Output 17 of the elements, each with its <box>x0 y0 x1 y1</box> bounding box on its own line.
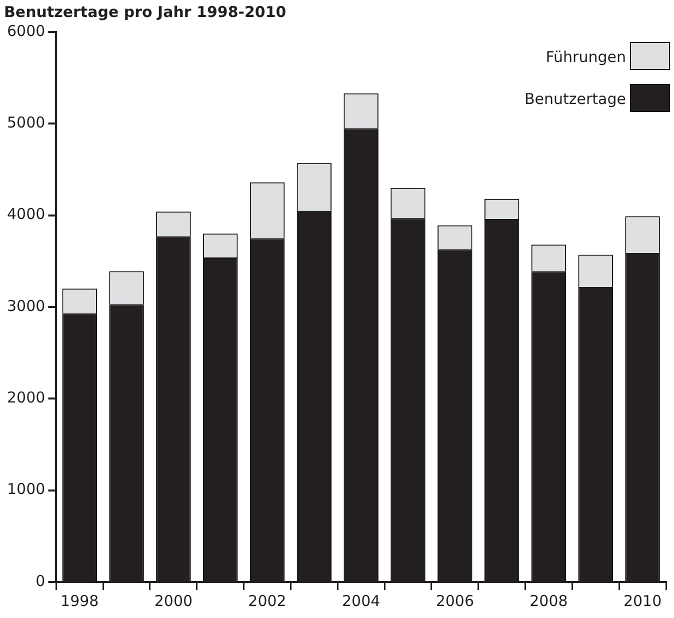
y-tick-label: 1000 <box>6 480 46 498</box>
x-tick-label: 2002 <box>248 592 286 610</box>
x-tick-label: 2010 <box>623 592 662 610</box>
x-tick-label: 2006 <box>436 592 474 610</box>
y-tick-label: 0 <box>36 572 46 590</box>
x-tick-label: 1998 <box>60 592 99 610</box>
chart-title: Benutzertage pro Jahr 1998-2010 <box>4 2 286 21</box>
legend-label: Benutzertage <box>524 90 626 108</box>
x-tick-label: 2008 <box>530 592 568 610</box>
y-tick-label: 6000 <box>6 22 46 40</box>
y-tick-label: 2000 <box>6 388 46 407</box>
y-tick-label: 4000 <box>6 205 46 224</box>
x-tick-label: 2000 <box>154 592 193 610</box>
y-tick-label: 5000 <box>6 114 46 132</box>
y-tick-label: 3000 <box>6 296 46 315</box>
x-tick-label: 2004 <box>342 592 380 610</box>
legend-label: Führungen <box>546 48 626 66</box>
